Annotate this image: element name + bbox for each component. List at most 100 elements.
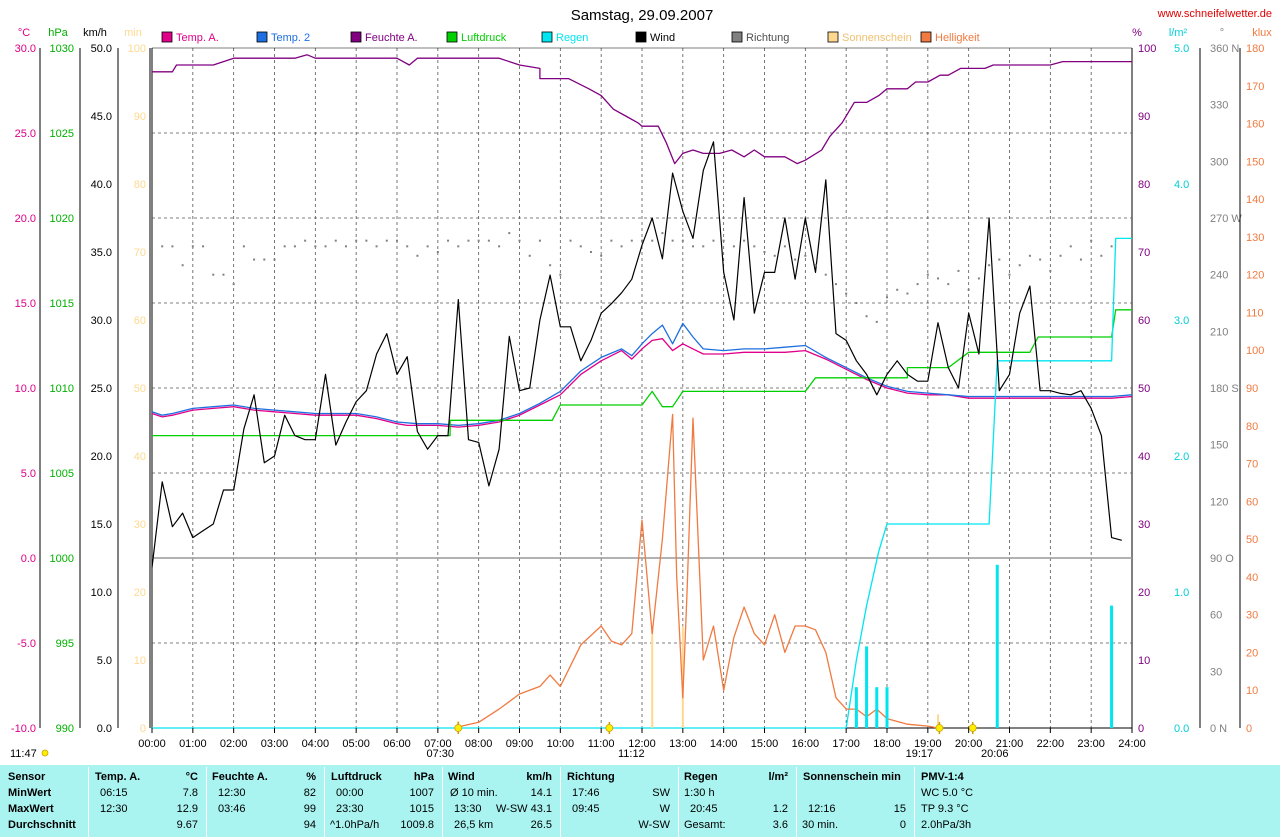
stats-wind-avg: 26.5 <box>530 819 552 831</box>
brightness-tick: 150 <box>1246 156 1264 168</box>
point-richtung <box>773 254 776 257</box>
bar-sonnenschein <box>681 626 684 728</box>
point-richtung <box>753 245 756 248</box>
point-richtung <box>293 245 296 248</box>
humidity-tick: 40 <box>1138 451 1150 463</box>
x-tick-label: 24:00 <box>1118 738 1146 750</box>
direction-tick: 300 <box>1210 156 1228 168</box>
humidity-tick: 10 <box>1138 655 1150 667</box>
point-richtung <box>1028 254 1031 257</box>
bar-regen-menge <box>885 687 889 728</box>
grid <box>151 47 1133 729</box>
stats-wind-max-time: 13:30 <box>454 803 482 815</box>
sunshine-tick: 40 <box>134 451 146 463</box>
stats-temp-unit: °C <box>185 771 198 783</box>
point-richtung <box>569 239 572 242</box>
humidity-tick: 60 <box>1138 315 1150 327</box>
point-richtung <box>732 245 735 248</box>
bar-regen-menge <box>854 687 858 728</box>
point-richtung <box>589 251 592 253</box>
point-richtung <box>1049 269 1052 272</box>
point-richtung <box>957 269 960 272</box>
y-axes: 30.025.020.015.010.05.00.0-5.0-10.0°C103… <box>11 27 1272 735</box>
direction-tick: 360 N <box>1210 43 1239 55</box>
x-tick-label: 04:00 <box>302 738 330 750</box>
point-richtung <box>579 245 582 248</box>
point-richtung <box>937 277 940 280</box>
humidity-unit: % <box>1132 27 1142 39</box>
stats-humidity-min: 82 <box>303 787 316 799</box>
sunset-icon <box>935 724 944 732</box>
bar-regen-menge <box>875 687 879 728</box>
series-layer <box>151 54 1133 729</box>
point-richtung <box>304 239 307 242</box>
wind-tick: 10.0 <box>91 587 112 599</box>
point-richtung <box>1090 239 1093 242</box>
line-feuchte-a- <box>152 54 1132 165</box>
x-tick-label: 03:00 <box>261 738 289 750</box>
site-url[interactable]: www.schneifelwetter.de <box>1157 8 1272 20</box>
point-richtung <box>702 245 705 248</box>
pressure-tick: 995 <box>56 638 74 650</box>
point-richtung <box>324 245 327 248</box>
pressure-tick: 990 <box>56 723 74 735</box>
point-richtung <box>1018 264 1021 267</box>
wind-tick: 45.0 <box>91 111 112 123</box>
point-richtung <box>365 239 368 242</box>
stats-rain-max: 1.2 <box>772 803 788 815</box>
point-richtung <box>1008 273 1011 276</box>
humidity-tick: 70 <box>1138 247 1150 259</box>
point-richtung <box>253 258 256 261</box>
line-helligkeit <box>458 413 939 729</box>
legend-swatch-6 <box>731 31 743 43</box>
sunrise-label: 07:30 <box>426 748 454 760</box>
point-richtung <box>743 239 746 242</box>
stats-direction-max: W <box>659 803 670 815</box>
direction-tick: 120 <box>1210 496 1228 508</box>
wind-tick: 15.0 <box>91 519 112 531</box>
point-richtung <box>1059 254 1062 257</box>
humidity-tick: 50 <box>1138 383 1150 395</box>
stats-pmv-windchill: WC 5.0 °C <box>921 787 974 799</box>
sunshine-tick: 50 <box>134 383 146 395</box>
legend-label-5: Wind <box>650 32 675 44</box>
point-richtung <box>467 239 470 242</box>
stats-humidity-max-time: 03:46 <box>218 803 246 815</box>
x-tick-label: 06:00 <box>383 738 411 750</box>
pressure-tick: 1010 <box>50 383 74 395</box>
point-richtung <box>875 320 878 323</box>
point-richtung <box>487 239 490 242</box>
direction-tick: 330 <box>1210 100 1228 112</box>
x-tick-label: 10:00 <box>547 738 575 750</box>
pressure-tick: 1015 <box>50 298 74 310</box>
point-richtung <box>344 245 347 248</box>
sunset-label: 19:17 <box>906 748 934 760</box>
stats-sensor-title: Sensor <box>8 771 46 783</box>
direction-tick: 30 <box>1210 666 1222 678</box>
line-regen <box>152 237 1132 729</box>
wind-unit: km/h <box>83 27 107 39</box>
stats-humidity-min-time: 12:30 <box>218 787 246 799</box>
rain-tick: 5.0 <box>1174 43 1189 55</box>
point-richtung <box>181 264 184 267</box>
stats-pmv: PMV-1:4 WC 5.0 °C TP 9.3 °C 2.0hPa/3h <box>914 765 1280 837</box>
stats-wind-avg10: 14.1 <box>530 787 552 799</box>
bar-regen-menge <box>1110 605 1114 728</box>
wind-tick: 30.0 <box>91 315 112 327</box>
temp-tick: 10.0 <box>15 383 36 395</box>
point-richtung <box>967 288 970 291</box>
point-richtung <box>1039 258 1042 261</box>
stats-pmv-dewpoint: TP 9.3 °C <box>921 803 969 815</box>
point-richtung <box>222 273 225 276</box>
brightness-tick: 80 <box>1246 421 1258 433</box>
temp-tick: 15.0 <box>15 298 36 310</box>
point-richtung <box>202 245 205 248</box>
brightness-tick: 170 <box>1246 81 1264 93</box>
x-tick-label: 23:00 <box>1077 738 1105 750</box>
legend-swatch-8 <box>920 31 932 43</box>
solar-noon-label: 11:12 <box>618 748 645 760</box>
bar-sonnenschein <box>651 626 654 728</box>
rain-tick: 3.0 <box>1174 315 1189 327</box>
point-richtung <box>692 245 695 248</box>
point-richtung <box>651 239 654 242</box>
